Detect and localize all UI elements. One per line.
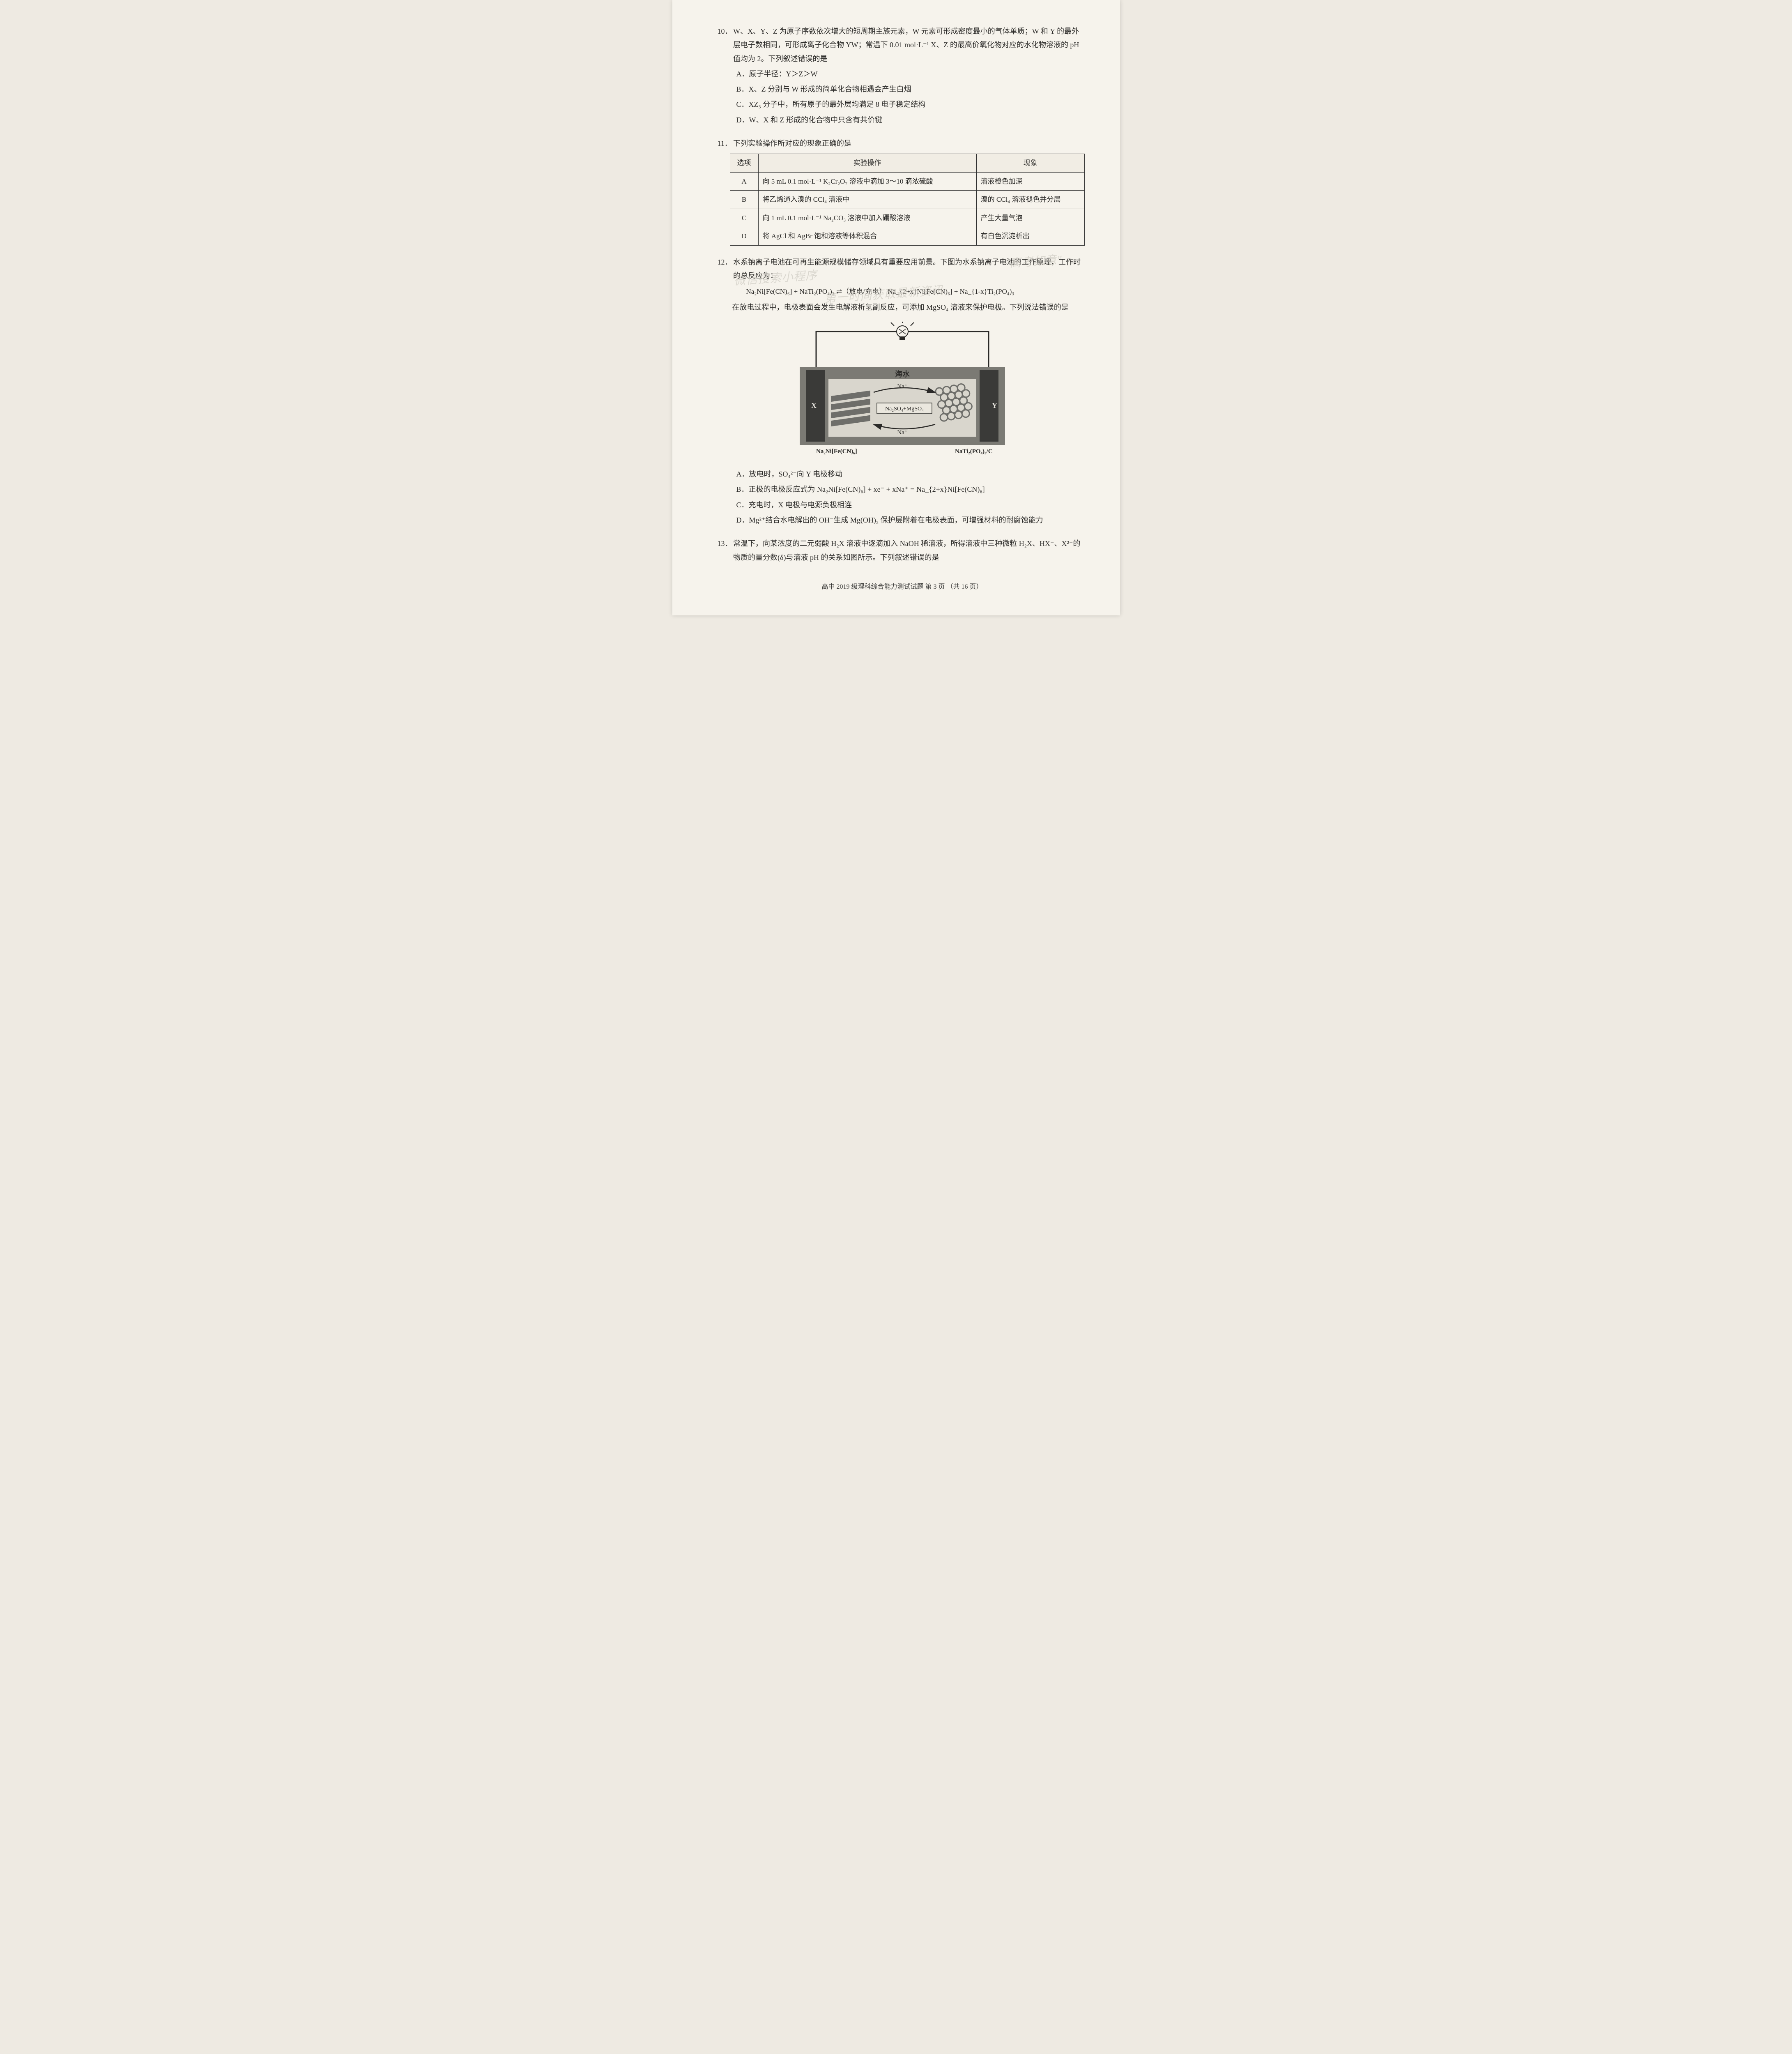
q12-opt-a: A．放电时，SO₄²⁻向 Y 电极移动 <box>736 467 1087 481</box>
table-row: B 将乙烯通入溴的 CCl₄ 溶液中 溴的 CCl₄ 溶液褪色并分层 <box>730 191 1084 209</box>
q12-stem2: 在放电过程中，电极表面会发生电解液析氢副反应，可添加 MgSO₄ 溶液来保护电极… <box>718 301 1087 314</box>
cell-opt-c: C <box>730 209 758 227</box>
left-bottom-label: Na₂Ni[Fe(CN)₆] <box>816 448 857 455</box>
q10-stem: W、X、Y、Z 为原子序数依次增大的短周期主族元素，W 元素可形成密度最小的气体… <box>733 25 1086 66</box>
q13-stem: 常温下，向某浓度的二元弱酸 H₂X 溶液中逐滴加入 NaOH 稀溶液，所得溶液中… <box>733 537 1086 564</box>
cell-ph-c: 产生大量气泡 <box>976 209 1084 227</box>
table-row: A 向 5 mL 0.1 mol·L⁻¹ K₂Cr₂O₇ 溶液中滴加 3～10 … <box>730 172 1084 190</box>
q10-options: A．原子半径：Y＞Z＞W B．X、Z 分别与 W 形成的简单化合物相遇会产生白烟… <box>718 67 1087 127</box>
q10-number: 10． <box>718 25 732 38</box>
q13-number: 13． <box>718 537 732 550</box>
q11-stem: 下列实验操作所对应的现象正确的是 <box>733 137 1086 150</box>
question-10: 10． W、X、Y、Z 为原子序数依次增大的短周期主族元素，W 元素可形成密度最… <box>718 25 1087 127</box>
cell-ph-a: 溶液橙色加深 <box>976 172 1084 190</box>
q12-opt-c: C．充电时，X 电极与电源负极相连 <box>736 498 1087 512</box>
th-option: 选项 <box>730 154 758 172</box>
th-operation: 实验操作 <box>758 154 976 172</box>
wire-right <box>908 332 989 371</box>
q12-number: 12． <box>718 256 732 269</box>
upper-arrow-label: Na⁺ <box>897 383 907 390</box>
q12-options: A．放电时，SO₄²⁻向 Y 电极移动 B．正极的电极反应式为 Na₂Ni[Fe… <box>718 467 1087 527</box>
q10-opt-c: C．XZ₃ 分子中，所有原子的最外层均满足 8 电子稳定结构 <box>736 98 1087 111</box>
cell-ph-b: 溴的 CCl₄ 溶液褪色并分层 <box>976 191 1084 209</box>
th-phenomenon: 现象 <box>976 154 1084 172</box>
cell-op-d: 将 AgCl 和 AgBr 饱和溶液等体积混合 <box>758 227 976 245</box>
electrode-left-label: X <box>811 401 817 410</box>
q12-equation: Na₂Ni[Fe(CN)₆] + NaTi₂(PO₄)₃ ⇌（放电/充电） Na… <box>718 285 1087 298</box>
exam-page: 10． W、X、Y、Z 为原子序数依次增大的短周期主族元素，W 元素可形成密度最… <box>672 0 1120 615</box>
cell-ph-d: 有白色沉淀析出 <box>976 227 1084 245</box>
cell-opt-b: B <box>730 191 758 209</box>
question-12: 12． 水系钠离子电池在可再生能源规模储存领域具有重要应用前景。下图为水系钠离子… <box>718 256 1087 527</box>
cell-op-b: 将乙烯通入溴的 CCl₄ 溶液中 <box>758 191 976 209</box>
battery-diagram-svg: X Y <box>787 322 1017 457</box>
seawater-label: 海水 <box>895 370 910 378</box>
center-box-label: Na₂SO₄+MgSO₄ <box>885 406 923 412</box>
question-11: 11． 下列实验操作所对应的现象正确的是 选项 实验操作 现象 A 向 5 mL… <box>718 137 1087 245</box>
cell-op-a: 向 5 mL 0.1 mol·L⁻¹ K₂Cr₂O₇ 溶液中滴加 3～10 滴浓… <box>758 172 976 190</box>
q12-diagram: X Y <box>718 322 1087 462</box>
q11-table: 选项 实验操作 现象 A 向 5 mL 0.1 mol·L⁻¹ K₂Cr₂O₇ … <box>730 154 1085 245</box>
q12-stem1: 水系钠离子电池在可再生能源规模储存领域具有重要应用前景。下图为水系钠离子电池的工… <box>733 256 1086 283</box>
q10-opt-b: B．X、Z 分别与 W 形成的简单化合物相遇会产生白烟 <box>736 83 1087 96</box>
cell-opt-a: A <box>730 172 758 190</box>
q12-opt-b: B．正极的电极反应式为 Na₂Ni[Fe(CN)₆] + xe⁻ + xNa⁺ … <box>736 483 1087 496</box>
page-footer: 高中 2019 级理科综合能力测试试题 第 3 页 （共 16 页） <box>718 581 1087 591</box>
q11-number: 11． <box>718 137 732 150</box>
cell-op-c: 向 1 mL 0.1 mol·L⁻¹ Na₂CO₃ 溶液中加入硼酸溶液 <box>758 209 976 227</box>
table-header-row: 选项 实验操作 现象 <box>730 154 1084 172</box>
cell-opt-d: D <box>730 227 758 245</box>
q10-opt-a: A．原子半径：Y＞Z＞W <box>736 67 1087 81</box>
q12-opt-d: D．Mg²⁺结合水电解出的 OH⁻生成 Mg(OH)₂ 保护层附着在电极表面，可… <box>736 514 1087 527</box>
question-13: 13． 常温下，向某浓度的二元弱酸 H₂X 溶液中逐滴加入 NaOH 稀溶液，所… <box>718 537 1087 564</box>
lower-arrow-label: Na⁺ <box>897 429 907 436</box>
electrode-right-label: Y <box>992 401 997 410</box>
q10-opt-d: D．W、X 和 Z 形成的化合物中只含有共价键 <box>736 113 1087 127</box>
table-row: C 向 1 mL 0.1 mol·L⁻¹ Na₂CO₃ 溶液中加入硼酸溶液 产生… <box>730 209 1084 227</box>
table-row: D 将 AgCl 和 AgBr 饱和溶液等体积混合 有白色沉淀析出 <box>730 227 1084 245</box>
right-bottom-label: NaTi₂(PO₄)₃/C <box>955 448 993 455</box>
wire-left <box>816 332 897 371</box>
bulb-icon <box>891 322 914 340</box>
